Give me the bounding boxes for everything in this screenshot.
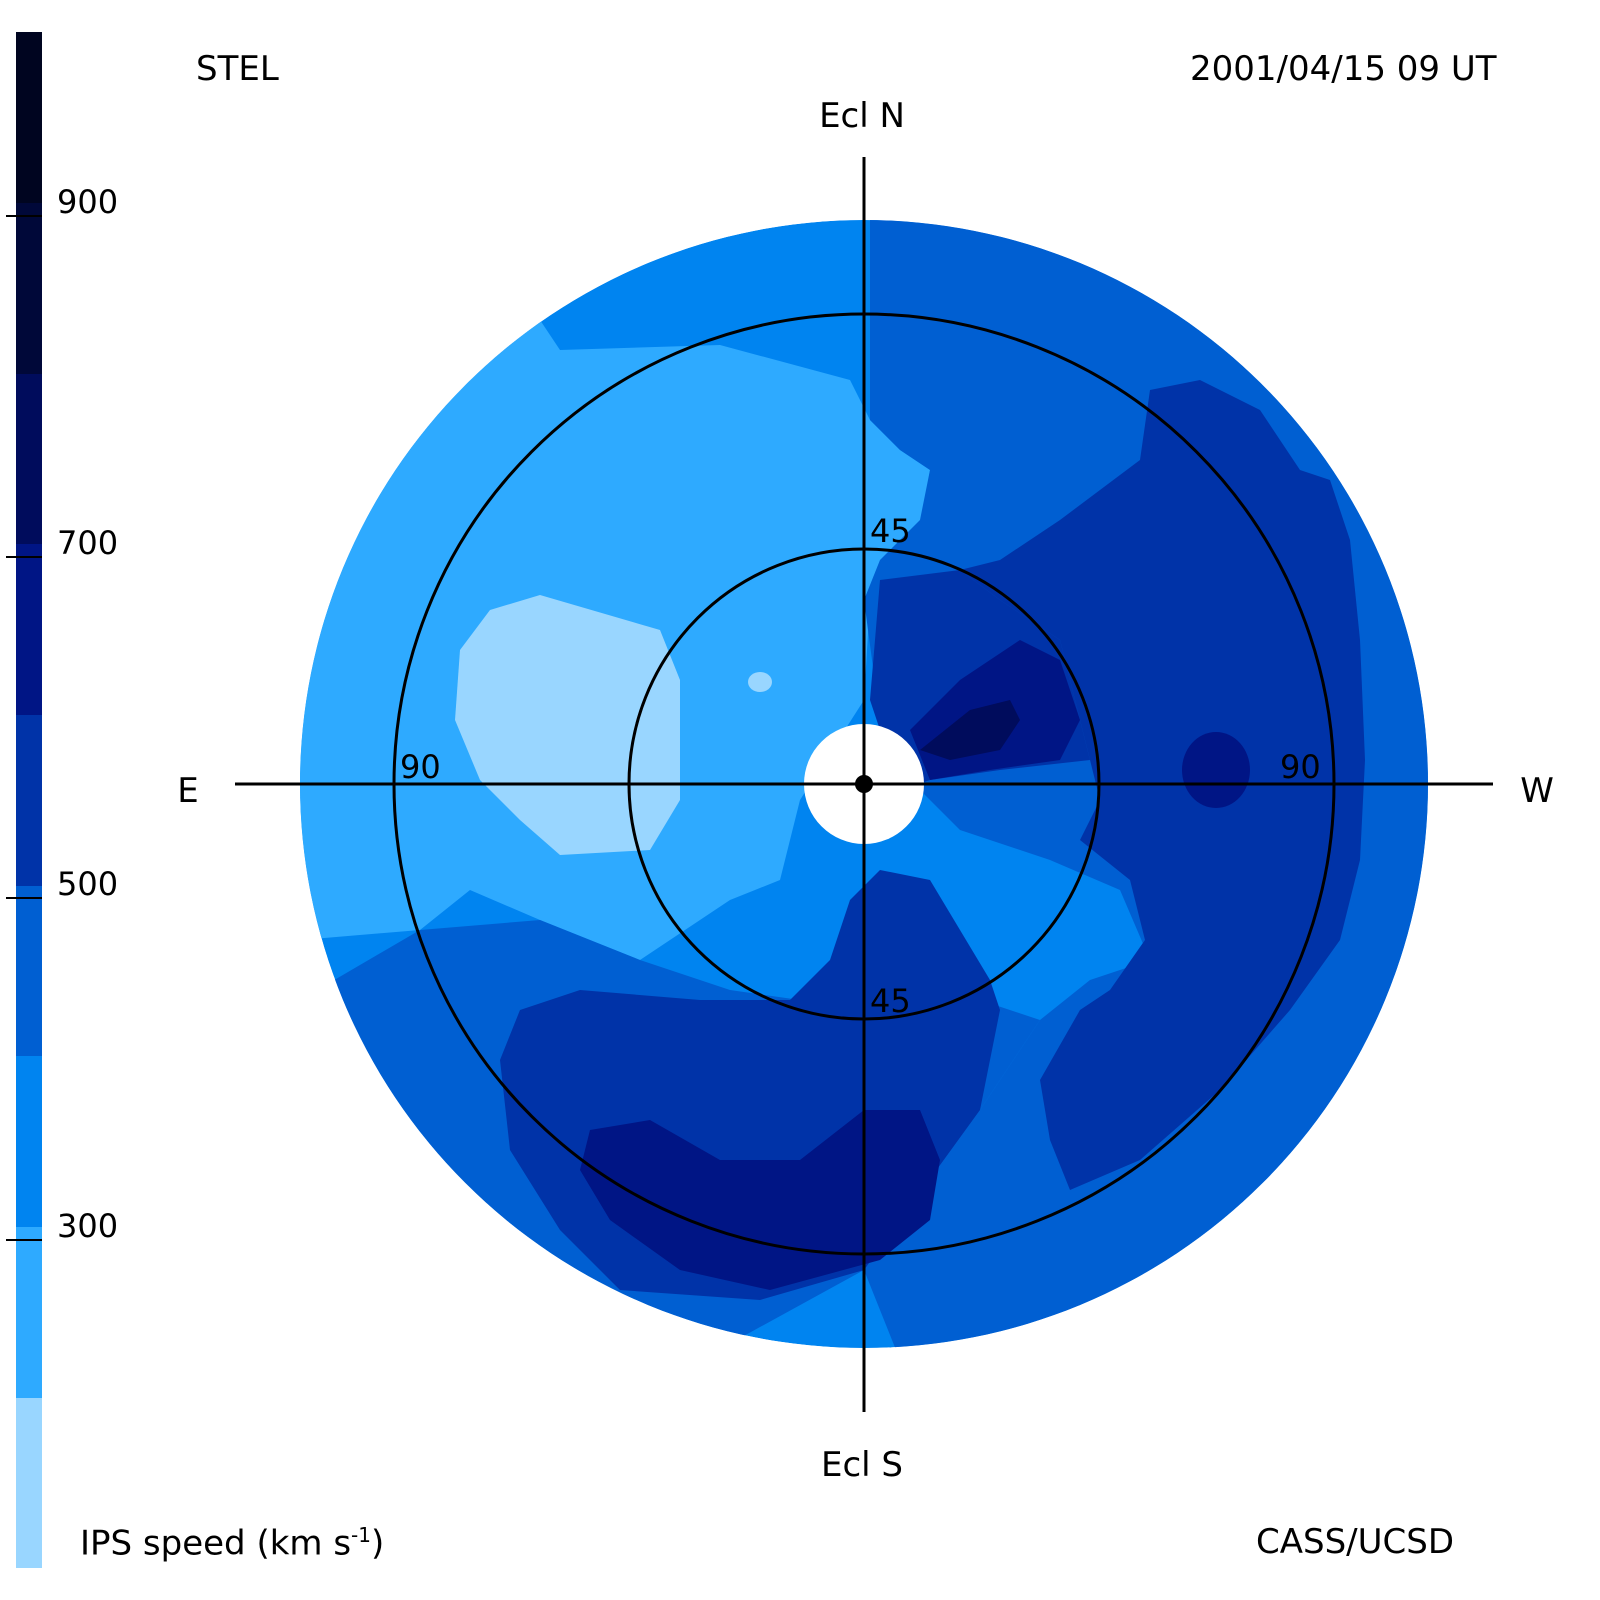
speed-region-west-blob — [1182, 732, 1250, 808]
colorbar-tick — [6, 214, 42, 217]
colorbar-tick — [6, 897, 42, 900]
colorbar-tick-label: 700 — [57, 524, 119, 562]
credit-label: CASS/UCSD — [1256, 1522, 1455, 1562]
colorbar-segment — [16, 202, 42, 374]
colorbar-tick-label: 300 — [57, 1206, 119, 1245]
colorbar-title-end: ) — [371, 1523, 385, 1564]
colorbar-title-sup: -1 — [351, 1523, 371, 1547]
ring-label-outer-right: 90 — [1280, 748, 1321, 786]
speed-region-ne-fastest — [920, 700, 1020, 760]
colorbar-segment — [16, 714, 42, 886]
colorbar-tick — [6, 1238, 42, 1241]
colorbar-segment — [16, 1397, 42, 1569]
axis-label-south: Ecl S — [821, 1445, 903, 1485]
sun-center-dot — [855, 775, 873, 793]
speed-region-south-faster — [580, 1110, 940, 1290]
axis-label-north: Ecl N — [819, 96, 905, 136]
speed-region-east-slowest — [455, 595, 680, 855]
colorbar-segment — [16, 885, 42, 1057]
colorbar-title-text: IPS speed (km s — [80, 1523, 352, 1564]
ring-label-inner-bottom: 45 — [870, 982, 911, 1020]
colorbar-tick — [6, 556, 42, 558]
axis-label-west: W — [1520, 771, 1554, 811]
colorbar-segment — [16, 544, 42, 716]
colorbar-tick-label: 500 — [57, 865, 119, 904]
ring-label-outer-left: 90 — [400, 748, 441, 786]
colorbar-segment — [16, 1056, 42, 1228]
colorbar-segment — [16, 1226, 42, 1398]
colorbar-segment — [16, 373, 42, 545]
timestamp-label: 2001/04/15 09 UT — [1190, 49, 1497, 89]
ring-label-inner-top: 45 — [870, 512, 911, 550]
colorbar-segment — [16, 32, 42, 204]
axis-label-east: E — [177, 771, 198, 811]
speed-region-slow-dot — [748, 672, 772, 692]
speed-field — [300, 220, 1428, 1348]
colorbar-title: IPS speed (km s-1) — [80, 1525, 384, 1560]
colorbar-tick-label: 900 — [57, 182, 119, 221]
speed-colorbar — [16, 32, 42, 1569]
observatory-label: STEL — [196, 49, 279, 89]
